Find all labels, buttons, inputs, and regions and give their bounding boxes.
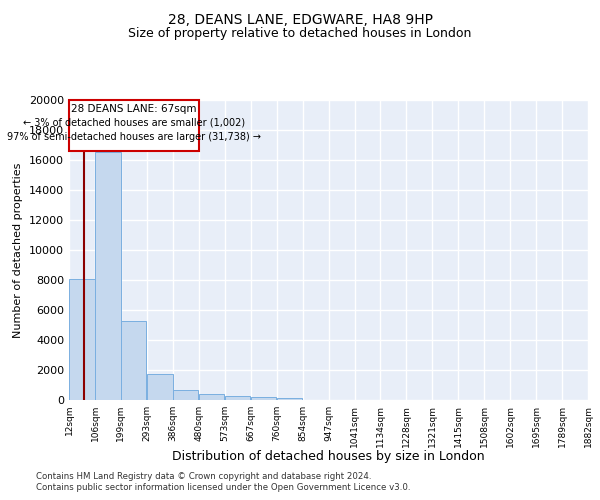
Bar [69, 278, 95, 400]
X-axis label: Distribution of detached houses by size in London: Distribution of detached houses by size … [172, 450, 485, 463]
Bar [173, 390, 199, 400]
Bar [224, 396, 250, 400]
Bar [251, 397, 277, 400]
Bar [121, 320, 146, 400]
Y-axis label: Number of detached properties: Number of detached properties [13, 162, 23, 338]
Bar [199, 394, 224, 400]
Text: 97% of semi-detached houses are larger (31,738) →: 97% of semi-detached houses are larger (… [7, 132, 261, 142]
Bar [147, 374, 173, 400]
Text: Contains HM Land Registry data © Crown copyright and database right 2024.: Contains HM Land Registry data © Crown c… [36, 472, 371, 481]
Text: ← 3% of detached houses are smaller (1,002): ← 3% of detached houses are smaller (1,0… [23, 118, 245, 128]
Text: Size of property relative to detached houses in London: Size of property relative to detached ho… [128, 28, 472, 40]
Text: 28, DEANS LANE, EDGWARE, HA8 9HP: 28, DEANS LANE, EDGWARE, HA8 9HP [167, 12, 433, 26]
Bar [69, 100, 199, 151]
Text: 28 DEANS LANE: 67sqm: 28 DEANS LANE: 67sqm [71, 104, 197, 114]
Bar [277, 398, 302, 400]
Bar [95, 152, 121, 400]
Text: Contains public sector information licensed under the Open Government Licence v3: Contains public sector information licen… [36, 484, 410, 492]
